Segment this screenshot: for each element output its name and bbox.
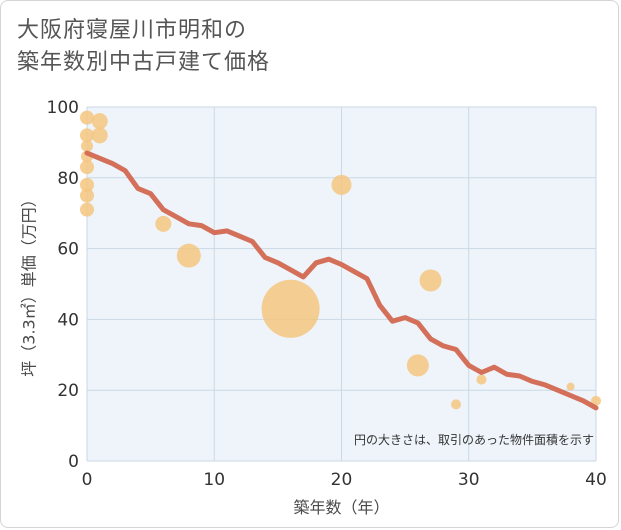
bubble-point-9 — [91, 127, 108, 144]
y-tick-label-60: 60 — [57, 240, 79, 260]
y-axis-label: 坪（3.3㎡）単価（万円） — [20, 191, 39, 376]
x-tick-label-10: 10 — [203, 470, 225, 490]
bubble-point-5 — [80, 177, 94, 192]
bubble-point-12 — [261, 279, 320, 338]
bubble-point-6 — [80, 188, 94, 203]
bubble-point-1 — [80, 128, 94, 143]
y-tick-label-100: 100 — [47, 98, 79, 118]
x-tick-label-30: 30 — [458, 470, 480, 490]
bubble-point-0 — [80, 110, 94, 125]
price-trend-line — [84, 150, 599, 411]
bubble-layer — [80, 110, 601, 410]
y-tick-label-80: 80 — [57, 169, 79, 189]
x-tick-label-20: 20 — [331, 470, 353, 490]
bubble-point-18 — [566, 382, 575, 391]
bubble-point-13 — [331, 174, 352, 195]
y-tick-label-20: 20 — [57, 381, 79, 401]
x-tick-label-0: 0 — [82, 470, 93, 490]
bubble-point-7 — [80, 202, 94, 217]
bubble-point-19 — [591, 395, 601, 406]
bubble-point-8 — [91, 113, 108, 130]
x-tick-label-40: 40 — [585, 470, 607, 490]
chart-title: 大阪府寝屋川市明和の 築年数別中古戸建て価格 — [17, 15, 270, 79]
bubble-point-14 — [406, 354, 429, 377]
bubble-point-4 — [80, 160, 94, 175]
bubble-point-16 — [451, 399, 462, 410]
y-tick-label-0: 0 — [68, 452, 79, 472]
chart-title-line-1: 大阪府寝屋川市明和の — [17, 18, 248, 43]
chart-title-line-2: 築年数別中古戸建て価格 — [17, 50, 271, 75]
y-tick-label-40: 40 — [57, 310, 79, 330]
bubble-point-17 — [476, 374, 487, 385]
bubble-point-11 — [176, 243, 201, 268]
bubble-point-10 — [155, 215, 172, 232]
x-axis-label: 築年数（年） — [293, 498, 389, 517]
axis-ticks: 0 10 20 30 40 0 20 40 60 80 100 — [47, 98, 607, 490]
bubble-size-note: 円の大きさは、取引のあった物件面積を示す — [354, 432, 594, 447]
bubble-point-2 — [81, 139, 93, 152]
bubble-point-15 — [419, 269, 442, 292]
